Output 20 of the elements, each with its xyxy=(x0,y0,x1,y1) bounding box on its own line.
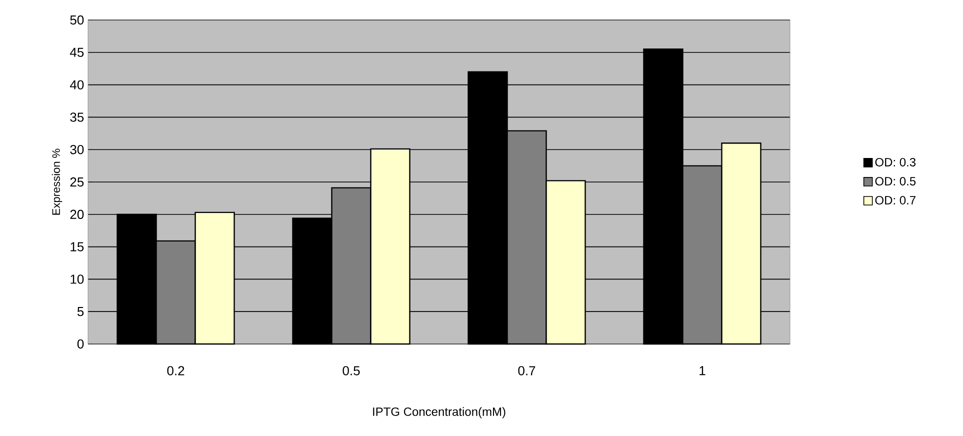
y-tick-label: 5 xyxy=(77,307,84,316)
y-tick-label: 10 xyxy=(70,274,84,284)
y-tick-label: 0 xyxy=(77,339,84,349)
legend-label: OD: 0.7 xyxy=(875,196,916,204)
x-tick-label: 0.7 xyxy=(518,366,536,376)
legend-label: OD: 0.3 xyxy=(875,158,916,166)
x-tick-label: 0.5 xyxy=(342,366,360,376)
y-tick-label: 15 xyxy=(70,242,84,252)
y-tick-label: 50 xyxy=(70,15,84,25)
legend-label: OD: 0.5 xyxy=(875,176,916,186)
x-axis-title: IPTG Concentration(mM) xyxy=(373,407,506,418)
x-tick-label: 0.2 xyxy=(167,366,184,376)
x-tick-label: 1 xyxy=(700,366,706,376)
y-axis-title: Expression % xyxy=(52,148,62,215)
y-tick-label: 45 xyxy=(70,48,84,57)
y-tick-label: 30 xyxy=(70,144,84,154)
y-tick-label: 35 xyxy=(70,112,84,122)
y-tick-label: 40 xyxy=(70,80,84,90)
y-tick-label: 25 xyxy=(70,177,84,187)
y-tick-label: 20 xyxy=(70,210,84,219)
